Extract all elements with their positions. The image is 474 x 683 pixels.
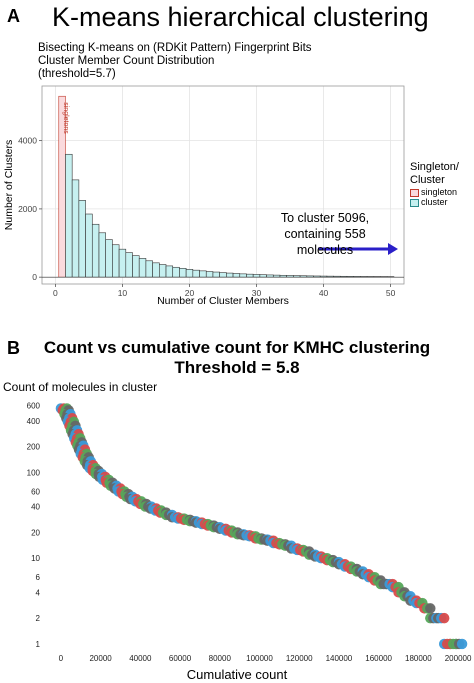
legend-item-singleton: singleton bbox=[410, 187, 457, 197]
histogram-bar-cluster bbox=[219, 272, 227, 278]
x-tick-label: 60000 bbox=[169, 654, 192, 663]
histogram-bar-cluster bbox=[65, 153, 73, 278]
histogram-bar-cluster bbox=[205, 271, 214, 278]
histogram-bar-cluster bbox=[125, 252, 133, 278]
scatter-points bbox=[55, 403, 468, 650]
x-tick-label: 160000 bbox=[365, 654, 392, 663]
x-tick-label: 40000 bbox=[129, 654, 152, 663]
y-tick-label: 40 bbox=[31, 503, 40, 512]
y-tick-label: 2000 bbox=[18, 204, 37, 214]
histogram-plot-frame bbox=[41, 85, 405, 285]
x-tick-label: 120000 bbox=[286, 654, 313, 663]
histogram-bar-cluster bbox=[91, 223, 100, 278]
histogram-ticks: 0 10 20 30 40 50 0 2000 4000 bbox=[18, 136, 396, 298]
y-tick-label: 20 bbox=[31, 528, 40, 537]
histogram-bar-cluster bbox=[98, 232, 106, 278]
y-tick-label: 200 bbox=[27, 443, 41, 452]
scatter-y-axis-label: Count of molecules in cluster bbox=[3, 380, 158, 394]
scatter-point bbox=[456, 638, 468, 650]
histogram-bar-cluster bbox=[185, 269, 194, 278]
x-tick-label: 40 bbox=[319, 288, 329, 298]
histogram-bar-cluster bbox=[179, 267, 187, 278]
legend-swatch-cluster bbox=[410, 198, 419, 207]
x-tick-label: 20 bbox=[185, 288, 195, 298]
histogram-bar-cluster bbox=[252, 274, 261, 278]
x-tick-label: 0 bbox=[59, 654, 64, 663]
x-tick-label: 140000 bbox=[326, 654, 353, 663]
y-tick-label: 4000 bbox=[18, 136, 37, 146]
panel-a-title: K-means hierarchical clustering bbox=[52, 2, 429, 32]
x-tick-label: 50 bbox=[386, 288, 396, 298]
histogram-bar-cluster bbox=[172, 266, 180, 278]
histogram-bars bbox=[42, 95, 404, 278]
histogram-bar-cluster bbox=[239, 273, 247, 278]
histogram-bar-cluster bbox=[145, 260, 153, 278]
y-tick-label: 1 bbox=[36, 640, 41, 649]
x-tick-label: 100000 bbox=[246, 654, 273, 663]
chart-a-subtitle-1: Bisecting K-means on (RDKit Pattern) Fin… bbox=[38, 42, 312, 54]
scatter-point bbox=[439, 612, 450, 624]
annotation-text: To cluster 5096, containing 558 molecule… bbox=[280, 211, 370, 257]
y-tick-label: 60 bbox=[31, 487, 40, 496]
x-tick-label: 180000 bbox=[405, 654, 432, 663]
histogram-bar-cluster bbox=[132, 255, 140, 278]
x-tick-label: 0 bbox=[53, 288, 58, 298]
legend-title: Singleton/ Cluster bbox=[410, 161, 459, 186]
x-tick-label: 20000 bbox=[89, 654, 112, 663]
histogram-bar-cluster bbox=[78, 200, 86, 278]
panel-b-label: B bbox=[7, 338, 20, 358]
histogram-bar-cluster bbox=[71, 179, 80, 278]
chart-a-subtitle-2: Cluster Member Count Distribution bbox=[38, 55, 215, 67]
x-tick-label: 80000 bbox=[209, 654, 232, 663]
histogram-bar-cluster bbox=[165, 265, 174, 278]
legend-label-cluster: cluster bbox=[421, 197, 448, 207]
x-tick-label: 10 bbox=[118, 288, 128, 298]
y-tick-label: 2 bbox=[36, 614, 41, 623]
histogram-bar-cluster bbox=[259, 274, 267, 278]
histogram-bar-cluster bbox=[246, 273, 254, 278]
histogram-chart: 0 10 20 30 40 50 0 2000 4000 singletons Number o… bbox=[3, 85, 405, 307]
y-tick-label: 6 bbox=[36, 573, 41, 582]
scatter-x-axis-label: Cumulative count bbox=[186, 667, 288, 682]
histogram-x-axis-label: Number of Cluster Members bbox=[157, 295, 289, 307]
x-tick-label: 200000 bbox=[445, 654, 472, 663]
histogram-bar-cluster bbox=[112, 244, 120, 278]
y-tick-label: 0 bbox=[32, 272, 37, 282]
panel-a-label: A bbox=[7, 6, 20, 26]
y-tick-label: 400 bbox=[27, 417, 41, 426]
histogram-bar-cluster bbox=[192, 269, 200, 278]
chart-a-subtitle-3: (threshold=5.7) bbox=[38, 68, 116, 80]
histogram-bar-cluster bbox=[212, 271, 220, 278]
histogram-bar-cluster bbox=[118, 248, 127, 278]
y-tick-label: 10 bbox=[31, 554, 40, 563]
panel-b-title: Count vs cumulative count for KMHC clust… bbox=[43, 338, 431, 357]
histogram-bar-cluster bbox=[232, 273, 241, 278]
histogram-bar-cluster bbox=[138, 258, 147, 278]
y-tick-label: 100 bbox=[27, 468, 41, 477]
panel-b-subtitle: Threshold = 5.8 bbox=[174, 358, 300, 377]
histogram-bar-cluster bbox=[226, 272, 234, 278]
histogram-bar-cluster bbox=[159, 264, 167, 278]
scatter-point bbox=[425, 603, 436, 614]
histogram-y-axis-label: Number of Clusters bbox=[3, 140, 15, 230]
histogram-bar-cluster bbox=[199, 270, 207, 278]
scatter-chart: 0 20000 40000 60000 80000 100000 120000 140000 1… bbox=[27, 402, 472, 663]
legend-swatch-singleton bbox=[410, 188, 419, 197]
y-tick-label: 4 bbox=[36, 588, 41, 597]
histogram-bar-cluster bbox=[85, 213, 93, 278]
singletons-bar-label: singletons bbox=[62, 102, 69, 134]
histogram-bar-cluster bbox=[152, 262, 160, 278]
annotation-arrow bbox=[318, 243, 398, 255]
y-tick-label: 600 bbox=[27, 402, 41, 411]
x-tick-label: 30 bbox=[252, 288, 262, 298]
histogram-bar-cluster bbox=[105, 239, 113, 278]
legend-item-cluster: cluster bbox=[410, 197, 448, 207]
scatter-ticks: 0 20000 40000 60000 80000 100000 120000 140000 1… bbox=[27, 402, 472, 663]
legend-label-singleton: singleton bbox=[421, 187, 458, 197]
